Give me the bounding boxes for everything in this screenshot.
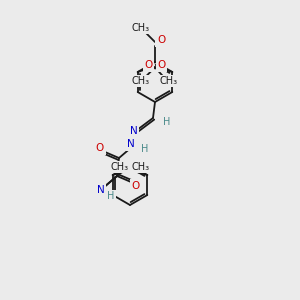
Text: CH₃: CH₃: [110, 162, 128, 172]
Text: N: N: [97, 185, 105, 195]
Text: CH₃: CH₃: [132, 23, 150, 33]
Text: H: H: [141, 144, 149, 154]
Text: O: O: [96, 143, 104, 153]
Text: H: H: [107, 191, 115, 201]
Text: N: N: [127, 139, 135, 149]
Text: CH₃: CH₃: [132, 162, 150, 172]
Text: CH₃: CH₃: [131, 76, 149, 86]
Text: CH₃: CH₃: [160, 76, 178, 86]
Text: O: O: [132, 181, 140, 191]
Text: O: O: [144, 60, 152, 70]
Text: O: O: [157, 35, 165, 45]
Text: O: O: [158, 60, 166, 70]
Text: N: N: [130, 126, 138, 136]
Text: H: H: [163, 117, 171, 127]
